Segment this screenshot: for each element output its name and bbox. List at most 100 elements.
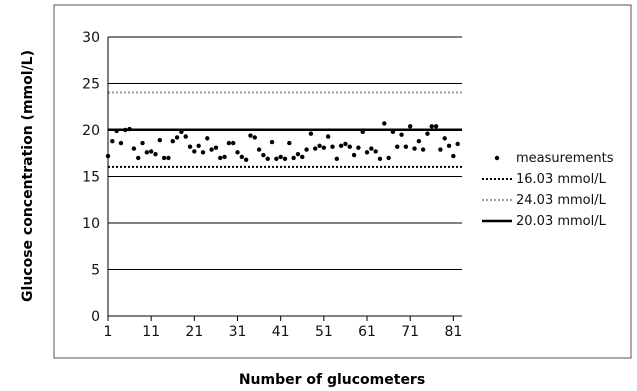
data-point [369, 146, 374, 151]
x-axis-title: Number of glucometers [239, 372, 425, 388]
data-point [425, 131, 430, 136]
x-tick-label: 71 [401, 324, 419, 340]
data-point [153, 151, 158, 157]
data-point [364, 150, 370, 155]
data-point [252, 135, 257, 140]
data-point [265, 156, 270, 162]
data-point [192, 149, 197, 154]
data-point [282, 156, 288, 162]
data-point [308, 131, 314, 136]
data-point [230, 140, 236, 146]
data-point [161, 155, 167, 161]
data-point [118, 140, 124, 146]
data-point [429, 124, 434, 129]
data-point [356, 145, 361, 150]
data-point [166, 155, 171, 161]
data-point [131, 146, 137, 151]
data-point [446, 143, 452, 149]
data-point [144, 150, 150, 155]
data-point [261, 152, 266, 158]
data-point [235, 150, 240, 155]
data-point [347, 144, 352, 149]
data-point [390, 129, 396, 135]
legend-label: 24.03 mmol/L [516, 193, 607, 208]
y-tick-label: 15 [82, 170, 100, 186]
data-point [313, 146, 318, 151]
data-point [110, 138, 115, 144]
data-point [295, 151, 301, 157]
x-tick-label: 31 [229, 324, 247, 340]
y-tick-label: 30 [82, 30, 100, 46]
x-tick-label: 61 [358, 324, 376, 340]
data-point [183, 134, 188, 139]
data-point [114, 128, 119, 134]
y-tick-label: 0 [91, 309, 100, 325]
data-point [123, 127, 128, 133]
data-point [455, 141, 460, 147]
data-point [343, 141, 348, 147]
data-point [442, 136, 447, 141]
data-point [136, 155, 141, 161]
data-point [438, 147, 443, 152]
data-point [218, 155, 223, 161]
data-point [395, 144, 400, 149]
data-point [140, 140, 145, 146]
x-tick-label: 81 [444, 324, 462, 340]
chart-area-border [53, 4, 632, 359]
y-axis-title: Glucose concentration (mmol/L) [20, 50, 36, 302]
data-point [213, 145, 219, 150]
reference-lines [108, 91, 462, 168]
y-tick-label: 5 [91, 263, 100, 279]
data-point [196, 143, 201, 149]
data-point [243, 157, 249, 162]
legend-label: 20.03 mmol/L [516, 214, 607, 229]
data-point [157, 138, 163, 143]
data-point [334, 156, 340, 162]
x-tick-label: 1 [104, 324, 113, 340]
data-point [433, 124, 439, 129]
data-point [351, 152, 357, 158]
data-point [304, 147, 309, 152]
data-point [416, 138, 422, 144]
data-point [248, 133, 253, 138]
gridlines [108, 36, 462, 270]
data-point [451, 153, 456, 159]
data-point [200, 150, 206, 155]
data-point [291, 155, 296, 161]
data-point [317, 143, 322, 149]
data-point [325, 134, 331, 139]
legend: measurements 16.03 mmol/L 24.03 mmol/L 20.0… [482, 151, 614, 229]
data-point [287, 140, 292, 146]
data-point [412, 146, 417, 151]
data-point [386, 155, 391, 161]
data-point [239, 154, 245, 160]
data-point [209, 147, 214, 152]
data-point [187, 144, 193, 149]
legend-marker-measurements [494, 155, 500, 161]
data-point [360, 129, 365, 135]
legend-label: 16.03 mmol/L [516, 172, 607, 187]
data-point [170, 138, 175, 144]
data-point [274, 156, 279, 162]
data-point [373, 149, 378, 154]
data-point [399, 132, 404, 137]
legend-label: measurements [516, 151, 614, 166]
y-tick-label: 25 [82, 77, 100, 93]
data-point [222, 154, 227, 160]
y-tick-label: 10 [82, 216, 100, 232]
y-tick-labels: 0 5 10 15 20 25 30 [82, 30, 100, 325]
data-point [127, 126, 132, 132]
x-tick-label: 51 [315, 324, 333, 340]
data-point [205, 136, 210, 141]
data-point [269, 139, 275, 145]
measurement-points [105, 121, 460, 162]
y-tick-label: 20 [82, 123, 100, 139]
data-point [407, 124, 413, 129]
data-point [382, 121, 387, 126]
x-tick-label: 11 [142, 324, 160, 340]
x-tick-label: 41 [272, 324, 290, 340]
data-point [321, 145, 327, 150]
data-point [403, 144, 409, 149]
data-point [338, 143, 344, 149]
